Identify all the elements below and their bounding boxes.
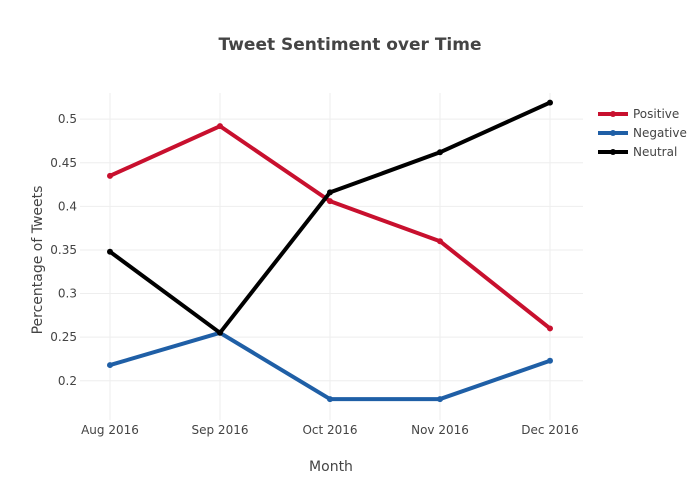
y-axis-ticks: 0.2 0.25 0.3 0.35 0.4 0.45 0.5 [50,112,77,388]
legend-label-negative: Negative [633,126,687,140]
x-tick-label: Sep 2016 [192,423,249,437]
legend-item-positive: Positive [598,107,679,121]
data-point-neutral [547,99,553,106]
y-tick-label: 0.5 [58,112,77,126]
x-axis-title: Month [309,459,353,475]
legend-item-negative: Negative [598,126,687,140]
x-tick-label: Nov 2016 [411,423,469,437]
y-tick-label: 0.25 [50,330,77,344]
x-tick-label: Oct 2016 [302,423,357,437]
data-point-negative [437,396,443,403]
legend-marker-neutral [610,149,616,155]
data-point-neutral [107,248,113,255]
data-point-positive [217,123,223,130]
series-positive [107,123,553,332]
x-tick-label: Dec 2016 [521,423,579,437]
data-point-negative [547,357,553,364]
legend-marker-positive [610,111,616,117]
data-point-neutral [217,329,223,336]
data-point-positive [437,238,443,245]
y-tick-label: 0.35 [50,243,77,257]
legend: Positive Negative Neutral [598,107,687,159]
grid [80,93,583,420]
data-point-negative [327,396,333,403]
legend-item-neutral: Neutral [598,145,677,159]
data-point-neutral [437,149,443,156]
series-lines [107,99,553,403]
data-point-negative [107,362,113,369]
series-neutral [107,99,553,336]
legend-marker-negative [610,130,616,136]
x-axis-ticks: Aug 2016 Sep 2016 Oct 2016 Nov 2016 Dec 2016 [81,423,579,437]
data-point-positive [547,325,553,332]
x-tick-label: Aug 2016 [81,423,139,437]
data-point-positive [327,198,333,205]
data-point-positive [107,172,113,179]
data-point-neutral [327,189,333,196]
y-tick-label: 0.2 [58,374,77,388]
y-tick-label: 0.3 [58,287,77,301]
legend-label-positive: Positive [633,107,679,121]
y-axis-title: Percentage of Tweets [30,186,46,335]
legend-label-neutral: Neutral [633,145,677,159]
chart-title: Tweet Sentiment over Time [218,35,481,55]
y-tick-label: 0.4 [58,199,77,213]
y-tick-label: 0.45 [50,156,77,170]
